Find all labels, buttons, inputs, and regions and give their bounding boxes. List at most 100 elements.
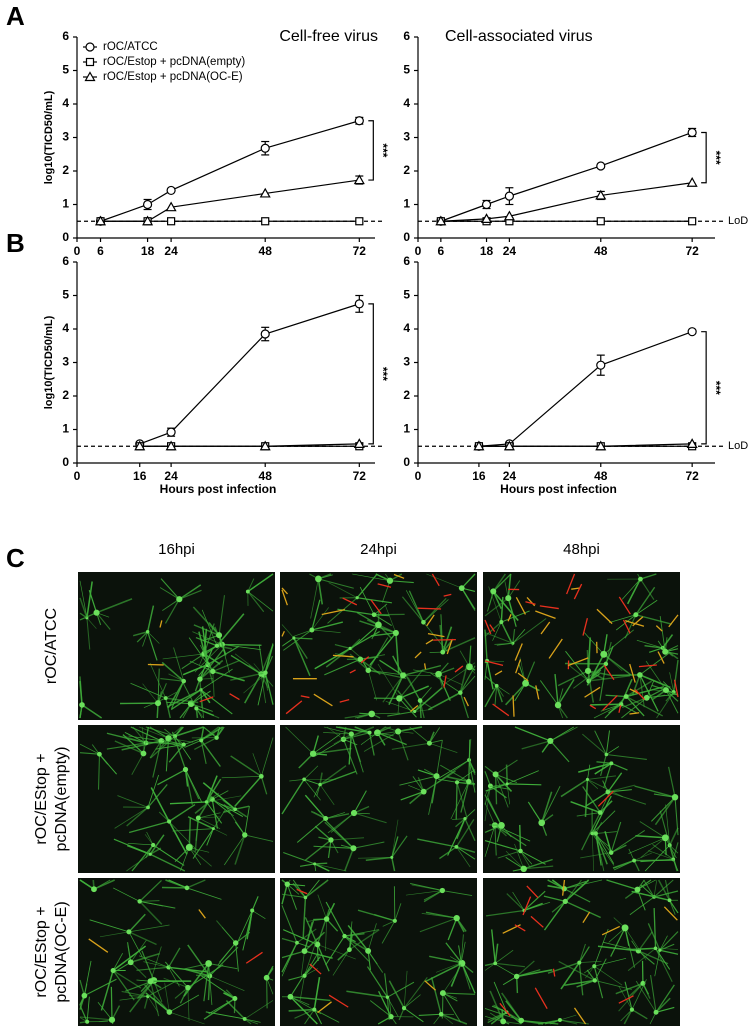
cell-body xyxy=(312,1007,317,1012)
cell-body xyxy=(463,817,467,821)
cell-body xyxy=(663,687,669,694)
infected-signal xyxy=(484,619,492,635)
cell-process xyxy=(164,598,180,624)
cell-process xyxy=(325,902,336,920)
cell-process xyxy=(495,962,525,968)
cell-process xyxy=(495,774,509,808)
cell-process xyxy=(394,903,402,921)
cell-body xyxy=(458,585,465,591)
cell-process xyxy=(234,775,262,807)
marker xyxy=(503,440,515,451)
cell-process xyxy=(260,737,274,777)
cell-process xyxy=(212,670,245,682)
cell-process xyxy=(182,962,209,970)
cell-process xyxy=(426,573,462,589)
x-tick-label: 72 xyxy=(685,469,699,483)
cell-process xyxy=(625,680,652,698)
cell-process xyxy=(494,943,499,964)
cell-process xyxy=(461,963,476,994)
cell-process xyxy=(647,923,661,951)
y-tick-label: 2 xyxy=(403,388,410,402)
cell-body xyxy=(108,1016,116,1023)
cell-process xyxy=(194,817,200,852)
x-tick-label: 0 xyxy=(415,244,422,258)
cell-process xyxy=(354,726,370,734)
cell-process xyxy=(626,578,642,605)
cell-process xyxy=(594,980,632,990)
y-tick-label: 5 xyxy=(62,63,69,77)
cell-process xyxy=(212,790,229,800)
cell-process xyxy=(559,1019,589,1025)
cell-body xyxy=(592,978,597,983)
infected-signal xyxy=(514,643,523,661)
cell-process xyxy=(266,977,274,995)
marker xyxy=(259,187,271,198)
cell-process xyxy=(173,647,185,682)
infected-signal xyxy=(525,601,536,605)
cell-body xyxy=(204,800,209,804)
cell-process xyxy=(174,987,189,999)
cell-body xyxy=(96,751,102,757)
cell-body xyxy=(365,667,371,674)
infected-signal xyxy=(433,638,456,641)
cell-process xyxy=(400,791,424,801)
cell-body xyxy=(653,1009,659,1015)
cell-process xyxy=(541,785,561,823)
cell-process xyxy=(414,686,443,713)
significance-label: *** xyxy=(709,381,723,395)
infected-signal xyxy=(454,665,464,673)
cell-process xyxy=(402,664,442,677)
cell-process xyxy=(313,747,352,755)
cell-process xyxy=(212,659,240,673)
cell-body xyxy=(593,831,598,836)
cell-process xyxy=(460,781,470,813)
cell-process xyxy=(484,963,496,971)
marker xyxy=(142,199,153,210)
cell-process xyxy=(642,983,651,999)
y-tick-label: 5 xyxy=(403,63,410,77)
y-tick-label: 2 xyxy=(62,163,69,177)
cell-process xyxy=(558,960,596,981)
marker xyxy=(687,127,697,138)
cell-process xyxy=(612,859,635,869)
cell-process xyxy=(578,943,586,963)
infected-signal xyxy=(159,620,163,628)
cell-process xyxy=(192,631,223,645)
cell-process xyxy=(382,675,404,703)
cell-body xyxy=(505,595,512,602)
cell-process xyxy=(673,659,679,693)
infected-signal xyxy=(522,896,532,916)
cell-process xyxy=(304,839,332,861)
cell-process xyxy=(230,755,262,777)
cell-process xyxy=(184,739,202,748)
cell-process xyxy=(264,655,274,674)
cell-process xyxy=(410,883,443,892)
cell-body xyxy=(421,619,426,625)
cell-process xyxy=(643,879,655,898)
cell-process xyxy=(382,920,396,927)
y-tick-label: 0 xyxy=(62,455,69,469)
cell-process xyxy=(636,639,663,649)
cell-process xyxy=(212,798,244,817)
cell-process xyxy=(169,1011,205,1025)
cell-body xyxy=(499,620,504,625)
x-tick-label: 18 xyxy=(141,244,155,258)
cell-process xyxy=(637,889,646,911)
cell-process xyxy=(665,804,671,846)
cell-body xyxy=(242,832,248,838)
x-tick-label: 0 xyxy=(74,244,81,258)
cell-process xyxy=(486,660,494,690)
cell-body xyxy=(605,789,611,795)
microscopy-image xyxy=(280,572,477,720)
cell-body xyxy=(197,676,203,682)
cell-process xyxy=(126,806,149,827)
series-line xyxy=(100,120,360,222)
cell-process xyxy=(131,753,144,775)
cell-process xyxy=(86,617,97,629)
marker xyxy=(687,327,697,337)
cell-process xyxy=(484,771,491,787)
cell-process xyxy=(342,732,370,740)
cell-process xyxy=(113,838,151,855)
infected-signal xyxy=(463,696,469,707)
cell-process xyxy=(594,965,623,986)
